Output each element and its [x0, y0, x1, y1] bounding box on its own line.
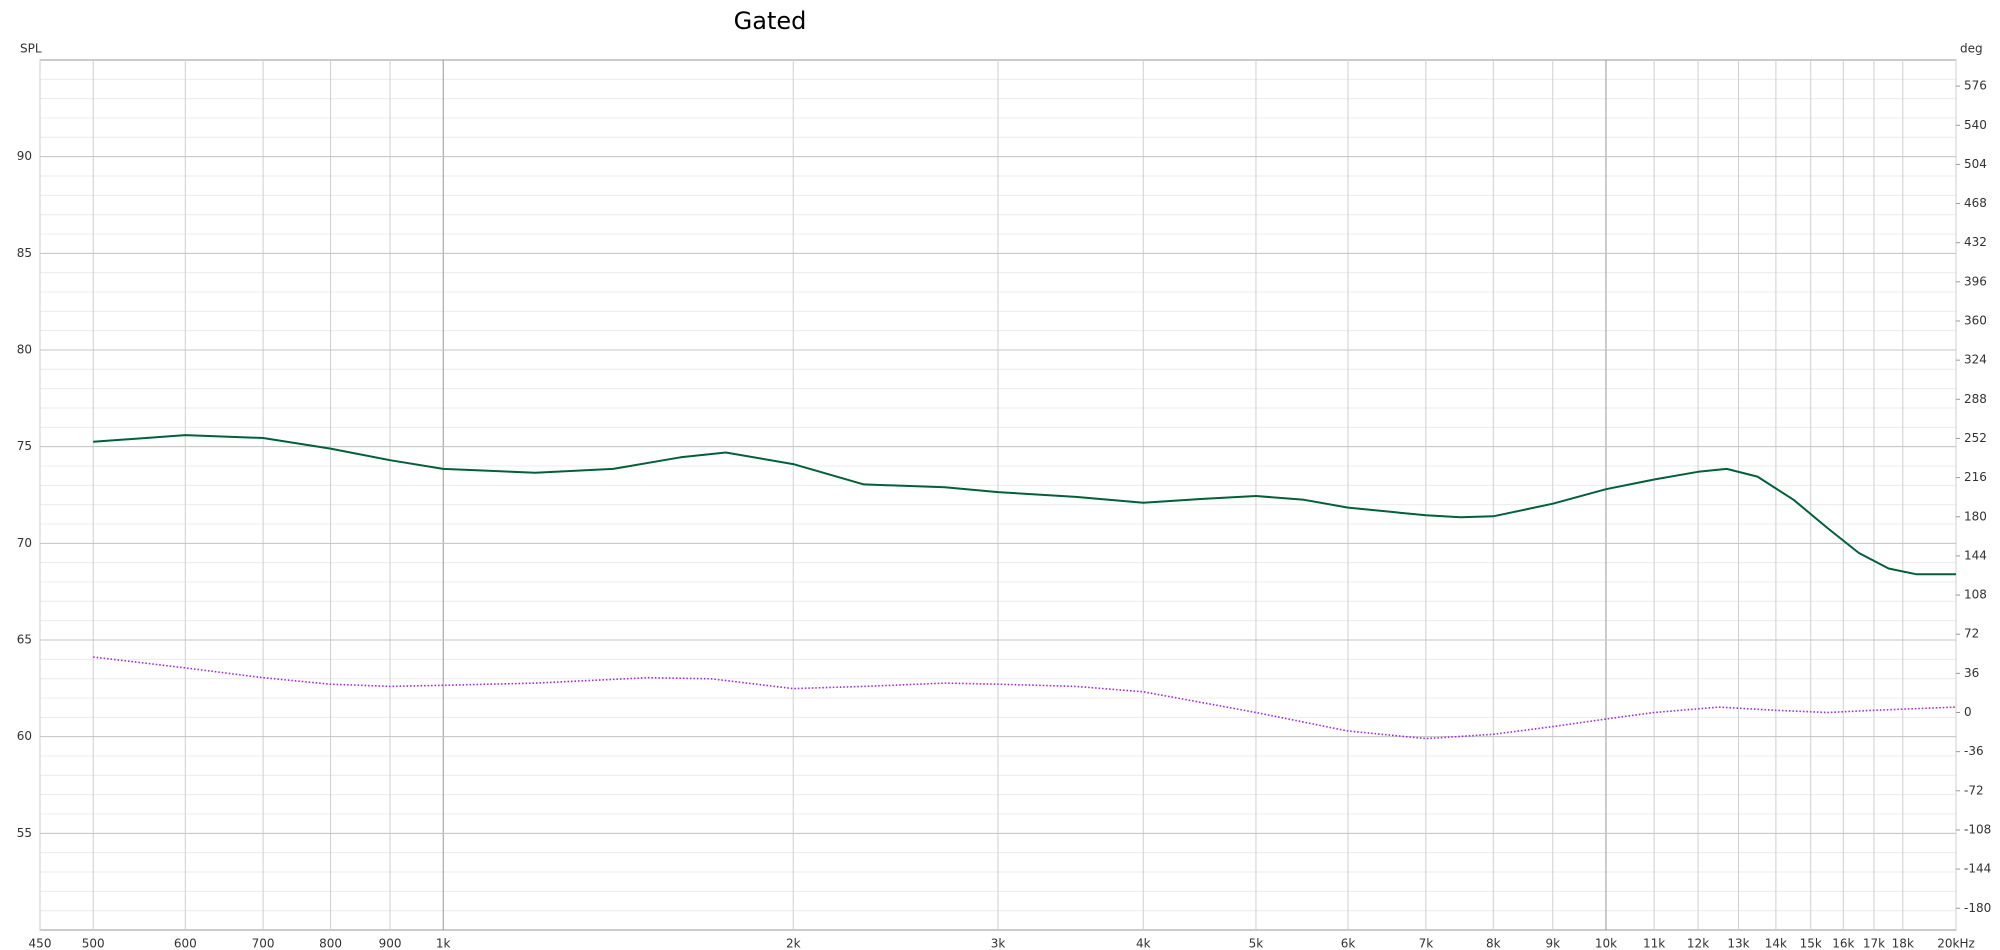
x-tick-label: 4k: [1136, 937, 1151, 950]
x-tick-label: 500: [82, 937, 105, 950]
y2-tick-label: 288: [1964, 392, 1987, 406]
y2-tick-label: -72: [1964, 783, 1984, 797]
x-tick-label: 14k: [1765, 937, 1787, 950]
y2-axis-label: deg: [1960, 42, 1983, 56]
x-tick-label: 11k: [1643, 937, 1665, 950]
chart-title: Gated: [734, 7, 807, 35]
x-tick-label: 1k: [436, 937, 451, 950]
y-axis-label: SPL: [20, 42, 42, 56]
y-tick-label: 55: [17, 826, 32, 840]
y-tick-label: 80: [17, 343, 32, 357]
y2-tick-label: 432: [1964, 235, 1987, 249]
x-tick-label: 20kHz: [1937, 937, 1975, 950]
y2-tick-label: 396: [1964, 274, 1987, 288]
y2-tick-label: 540: [1964, 118, 1987, 132]
x-tick-label: 900: [379, 937, 402, 950]
y2-tick-label: -180: [1964, 901, 1991, 915]
y2-tick-label: 504: [1964, 157, 1987, 171]
x-tick-label: 6k: [1341, 937, 1356, 950]
x-tick-label: 3k: [991, 937, 1006, 950]
x-tick-label: 9k: [1545, 937, 1560, 950]
x-tick-label: 10k: [1595, 937, 1617, 950]
x-tick-label: 7k: [1419, 937, 1434, 950]
y2-tick-label: 468: [1964, 196, 1987, 210]
y2-tick-label: -108: [1964, 822, 1991, 836]
x-tick-label: 15k: [1800, 937, 1822, 950]
y2-tick-label: 144: [1964, 548, 1987, 562]
x-tick-label: 2k: [786, 937, 801, 950]
y2-tick-label: 108: [1964, 588, 1987, 602]
x-tick-label: 17k: [1863, 937, 1885, 950]
x-tick-label: 8k: [1486, 937, 1501, 950]
y-tick-label: 90: [17, 149, 32, 163]
y-tick-label: 70: [17, 536, 32, 550]
y2-tick-label: 576: [1964, 79, 1987, 93]
y2-tick-label: -144: [1964, 862, 1991, 876]
x-tick-label: 13k: [1727, 937, 1749, 950]
series-line: [93, 434, 1956, 576]
x-tick-label: 700: [252, 937, 275, 950]
y2-tick-label: 72: [1964, 627, 1979, 641]
x-tick-label: 16k: [1832, 937, 1854, 950]
x-tick-label: 18k: [1892, 937, 1914, 950]
y-tick-label: 65: [17, 633, 32, 647]
y2-tick-label: -36: [1964, 744, 1984, 758]
x-tick-label: 600: [174, 937, 197, 950]
x-tick-label: 5k: [1249, 937, 1264, 950]
y2-tick-label: 0: [1964, 705, 1972, 719]
y2-tick-label: 324: [1964, 353, 1987, 367]
x-tick-label: 800: [319, 937, 342, 950]
y-tick-label: 75: [17, 439, 32, 453]
y2-tick-label: 180: [1964, 509, 1987, 523]
y2-tick-label: 216: [1964, 470, 1987, 484]
x-tick-label: 12k: [1687, 937, 1709, 950]
y2-tick-label: 36: [1964, 666, 1979, 680]
x-tick-label: 450: [29, 937, 52, 950]
series-line: [93, 656, 1957, 740]
y2-tick-label: 252: [1964, 431, 1987, 445]
y2-tick-label: 360: [1964, 314, 1987, 328]
y-tick-label: 60: [17, 729, 32, 743]
y-tick-label: 85: [17, 246, 32, 260]
